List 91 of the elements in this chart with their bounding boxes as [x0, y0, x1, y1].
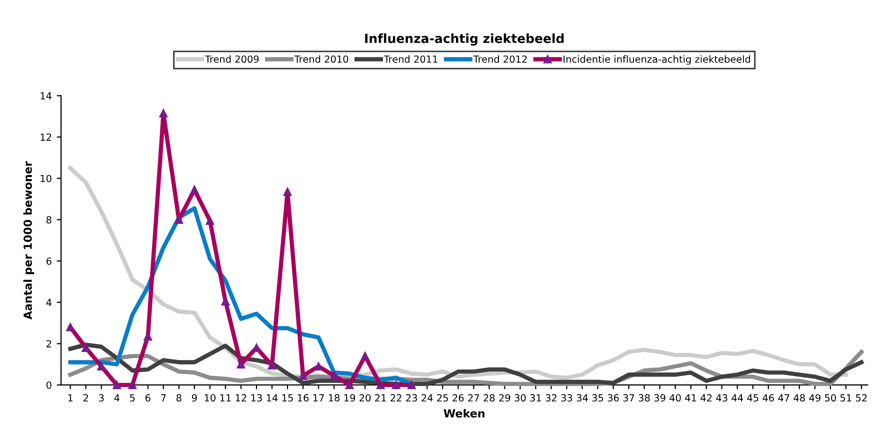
- x-tick-label: 21: [375, 394, 386, 402]
- y-tick-label: 12: [40, 134, 52, 141]
- x-tick-label: 52: [856, 394, 867, 402]
- y-tick-label: 14: [40, 92, 52, 100]
- x-tick-label: 9: [192, 394, 197, 402]
- point: [174, 216, 184, 224]
- x-tick-label: 30: [514, 394, 526, 402]
- x-tick-label: 27: [468, 394, 479, 402]
- x-tick-label: 32: [546, 394, 556, 402]
- x-tick-label: 35: [592, 394, 604, 402]
- y-tick-label: 4: [46, 298, 52, 306]
- chart-title: Influenza-achtig ziektebeeld: [365, 33, 564, 46]
- x-tick-label: 12: [236, 394, 246, 402]
- x-tick-label: 31: [530, 394, 541, 402]
- x-tick-label: 26: [452, 394, 464, 402]
- point: [190, 186, 199, 194]
- x-tick-label: 3: [99, 394, 104, 402]
- y-tick-label: 6: [46, 257, 52, 265]
- x-tick-label: 4: [114, 394, 120, 402]
- x-axis-title: Weken: [444, 408, 484, 418]
- x-tick-label: 6: [145, 394, 150, 402]
- x-tick-label: 5: [130, 394, 135, 402]
- point: [345, 380, 354, 390]
- point: [66, 322, 75, 332]
- legend-label: Trend 2011: [384, 55, 438, 63]
- y-tick-label: 0: [46, 381, 52, 389]
- point: [376, 380, 385, 390]
- x-tick-label: 23: [406, 394, 418, 402]
- x-tick-label: 25: [437, 394, 448, 402]
- x-tick-label: 17: [313, 394, 324, 402]
- x-tick-label: 2: [83, 394, 88, 402]
- point: [159, 109, 168, 118]
- x-tick-label: 47: [778, 394, 790, 402]
- x-tick-label: 42: [700, 394, 712, 402]
- y-tick-label: 2: [46, 340, 52, 348]
- x-tick-label: 7: [161, 394, 166, 402]
- point: [360, 352, 370, 360]
- x-tick-label: 37: [623, 394, 634, 402]
- x-tick-label: 19: [344, 394, 356, 402]
- point: [236, 360, 246, 368]
- x-tick-label: 22: [390, 394, 402, 402]
- point: [112, 380, 122, 390]
- point: [330, 372, 338, 380]
- x-tick-label: 24: [422, 394, 433, 402]
- x-tick-label: 8: [176, 394, 182, 402]
- point: [268, 361, 276, 370]
- point: [128, 380, 137, 390]
- x-tick-label: 10: [204, 394, 216, 402]
- legend-label: Incidentie influenza-achtig ziektebeeld: [564, 55, 750, 65]
- x-tick-label: 16: [298, 394, 309, 402]
- x-tick-label: 1: [68, 394, 73, 402]
- point: [407, 380, 416, 390]
- x-tick-label: 38: [638, 394, 650, 402]
- x-tick-label: 11: [220, 394, 231, 402]
- x-tick-label: 46: [762, 394, 774, 402]
- x-tick-label: 45: [747, 394, 758, 402]
- point: [252, 344, 261, 352]
- x-tick-label: 15: [282, 394, 293, 402]
- x-tick-label: 33: [561, 394, 572, 402]
- x-tick-label: 18: [328, 394, 340, 402]
- point: [206, 216, 214, 225]
- point: [314, 362, 323, 371]
- x-tick-label: 40: [670, 394, 681, 402]
- y-tick-label: 8: [46, 216, 52, 224]
- point: [144, 332, 152, 341]
- x-tick-label: 20: [360, 394, 371, 402]
- x-tick-label: 43: [716, 394, 728, 402]
- point: [392, 380, 400, 390]
- legend-label: Trend 2012: [473, 55, 527, 63]
- legend-label: Trend 2009: [204, 55, 259, 63]
- x-tick-label: 50: [824, 394, 836, 402]
- y-tick-label: 10: [40, 174, 52, 182]
- x-tick-label: 36: [608, 394, 619, 402]
- y-axis-title: Aantal per 1000 bewoner: [23, 161, 34, 320]
- legend-label: Trend 2010: [294, 55, 348, 63]
- x-tick-label: 29: [499, 394, 510, 402]
- x-tick-label: 39: [654, 394, 666, 402]
- x-tick-label: 49: [809, 394, 820, 402]
- point: [298, 372, 308, 380]
- point: [82, 344, 90, 352]
- point: [221, 297, 230, 306]
- x-tick-label: 28: [484, 394, 495, 402]
- x-tick-label: 14: [266, 394, 278, 402]
- point: [283, 188, 292, 196]
- x-tick-label: 13: [251, 394, 262, 402]
- point: [97, 362, 106, 371]
- x-tick-label: 44: [732, 394, 743, 402]
- x-tick-label: 51: [840, 394, 852, 402]
- x-tick-label: 34: [576, 394, 588, 402]
- x-tick-label: 48: [794, 394, 805, 402]
- x-tick-label: 41: [685, 394, 696, 402]
